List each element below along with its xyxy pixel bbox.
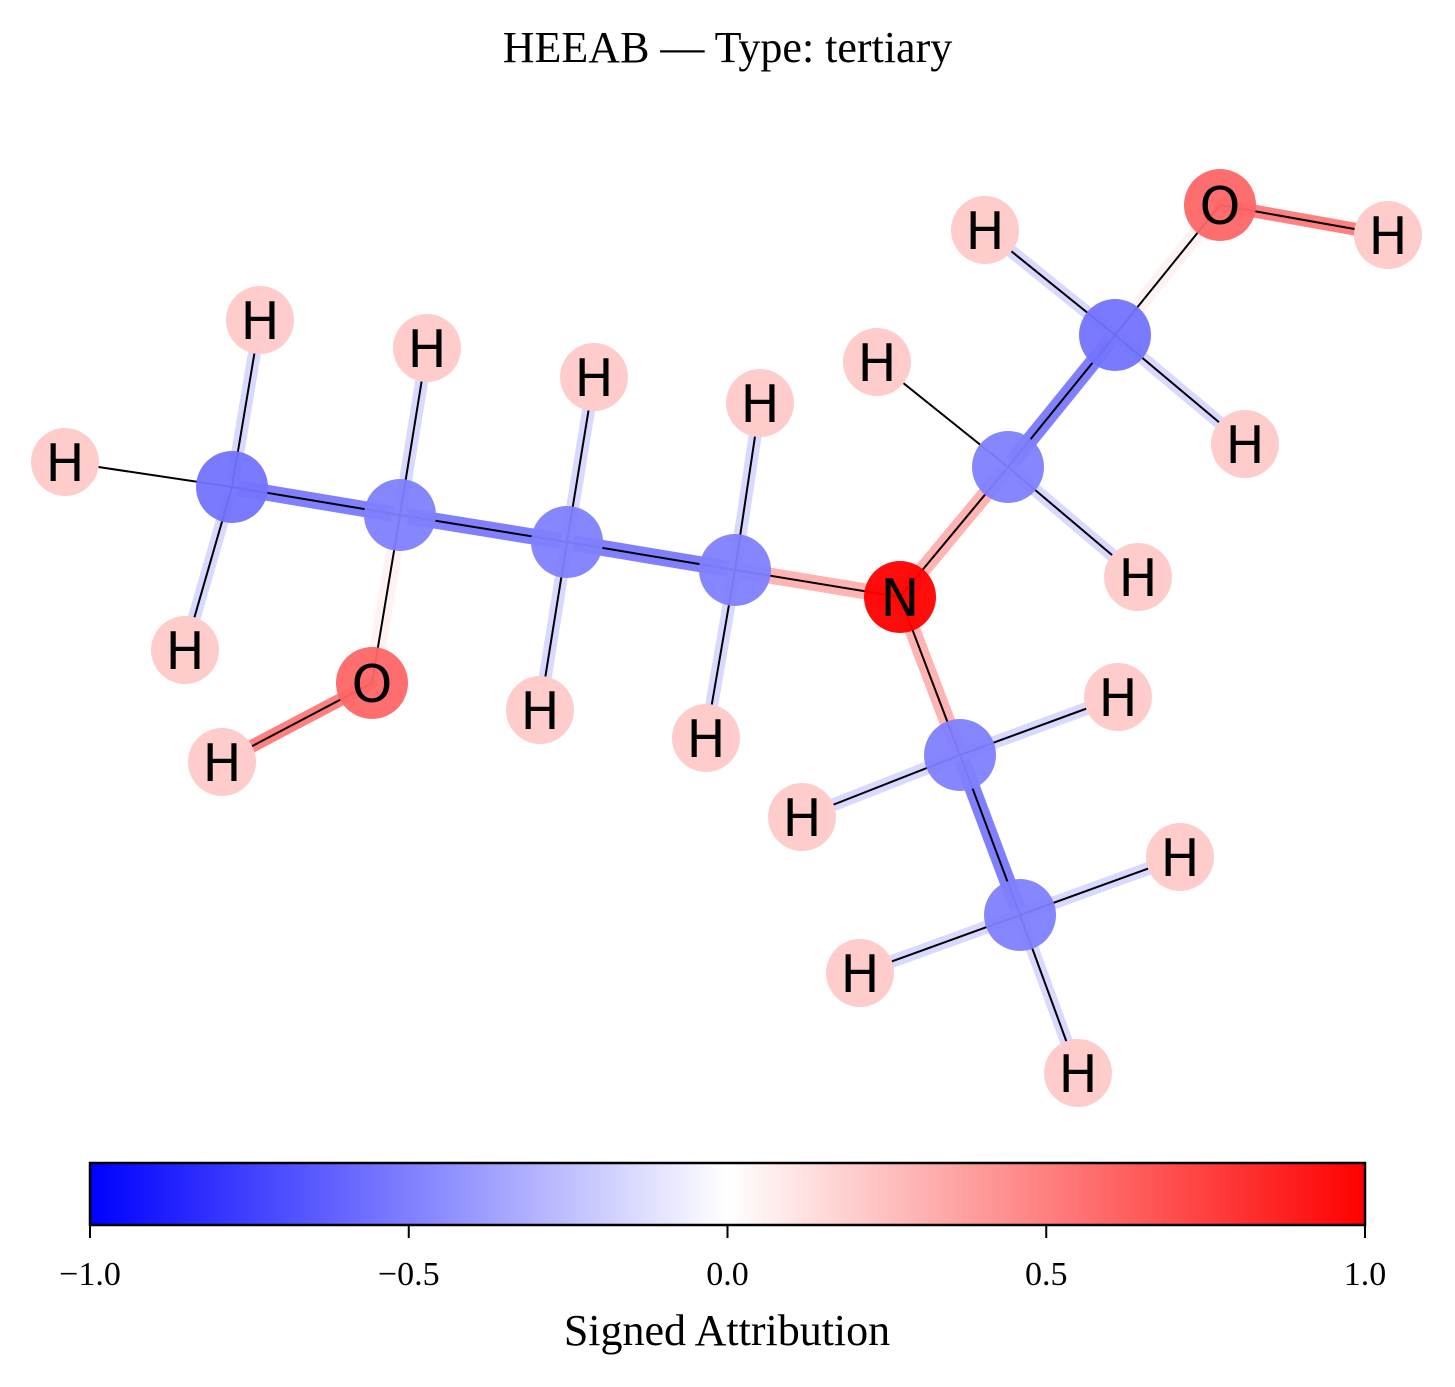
- atom-node-C2: [364, 479, 436, 551]
- atom-node-H15: [1084, 663, 1152, 731]
- atom-label-O1: O: [1200, 177, 1241, 237]
- atom-C5: [972, 431, 1044, 503]
- atom-node-H17: [1146, 823, 1214, 891]
- atom-H17: H: [1146, 823, 1214, 891]
- atom-H18: H: [826, 939, 894, 1007]
- colorbar: −1.0 −0.5 0.0 0.5 1.0 Signed Attribution: [59, 1161, 1386, 1355]
- colorbar-tick-label: −0.5: [378, 1256, 440, 1293]
- atom-C1: [196, 451, 268, 523]
- atom-node-H7: [560, 343, 628, 411]
- atom-node-C3: [531, 506, 603, 578]
- atom-node-O1: [1184, 169, 1256, 241]
- atom-C6: [1079, 299, 1151, 371]
- atom-label-H9: H: [740, 375, 779, 435]
- atom-label-H11: H: [857, 334, 896, 394]
- atom-H2: H: [188, 728, 256, 796]
- atom-H8: H: [506, 676, 574, 744]
- atom-node-C1: [196, 451, 268, 523]
- atom-O2: O: [336, 647, 408, 719]
- atom-label-H5: H: [45, 434, 84, 494]
- atom-label-H3: H: [240, 292, 279, 352]
- atom-label-H15: H: [1098, 669, 1137, 729]
- atom-H6: H: [393, 314, 461, 382]
- atom-node-H16: [768, 783, 836, 851]
- atom-label-N1: N: [881, 569, 920, 629]
- atom-node-C7: [924, 719, 996, 791]
- atom-H16: H: [768, 783, 836, 851]
- atom-label-O2: O: [352, 655, 393, 715]
- atom-C7: [924, 719, 996, 791]
- atom-label-H2: H: [202, 734, 241, 794]
- atom-N1: N: [864, 561, 936, 633]
- atom-node-H3: [226, 286, 294, 354]
- atom-node-H1: [1354, 201, 1422, 269]
- atom-label-H1: H: [1368, 207, 1407, 267]
- atom-H4: H: [151, 616, 219, 684]
- colorbar-tick-label: 1.0: [1344, 1256, 1387, 1293]
- atom-node-H4: [151, 616, 219, 684]
- atom-H10: H: [672, 704, 740, 772]
- atom-node-H5: [31, 428, 99, 496]
- figure-title: HEEAB — Type: tertiary: [502, 23, 953, 72]
- atom-label-H8: H: [520, 682, 559, 742]
- atom-node-H14: [1211, 410, 1279, 478]
- colorbar-gradient: [88, 1161, 1367, 1227]
- atom-label-H10: H: [686, 710, 725, 770]
- atom-node-H18: [826, 939, 894, 1007]
- atom-C3: [531, 506, 603, 578]
- atom-label-H7: H: [574, 349, 613, 409]
- atom-H9: H: [726, 369, 794, 437]
- atom-node-H9: [726, 369, 794, 437]
- atom-node-H12: [1104, 543, 1172, 611]
- atom-node-H6: [393, 314, 461, 382]
- atom-node-H13: [951, 196, 1019, 264]
- atom-node-H8: [506, 676, 574, 744]
- atom-C4: [699, 534, 771, 606]
- atom-label-H17: H: [1160, 829, 1199, 889]
- atom-C8: [984, 879, 1056, 951]
- atom-node-O2: [336, 647, 408, 719]
- colorbar-tick-label: 0.0: [706, 1256, 749, 1293]
- atom-label-H12: H: [1118, 549, 1157, 609]
- atom-H5: H: [31, 428, 99, 496]
- atom-label-H19: H: [1058, 1045, 1097, 1105]
- atom-H19: H: [1044, 1039, 1112, 1107]
- atom-node-C5: [972, 431, 1044, 503]
- atom-node-C4: [699, 534, 771, 606]
- atom-H7: H: [560, 343, 628, 411]
- atom-H14: H: [1211, 410, 1279, 478]
- atom-H3: H: [226, 286, 294, 354]
- atom-label-H16: H: [782, 789, 821, 849]
- colorbar-tick-label: −1.0: [59, 1256, 121, 1293]
- atom-node-H11: [843, 328, 911, 396]
- atom-C2: [364, 479, 436, 551]
- atom-H13: H: [951, 196, 1019, 264]
- atom-H11: H: [843, 328, 911, 396]
- atom-label-H6: H: [407, 320, 446, 380]
- atom-node-H19: [1044, 1039, 1112, 1107]
- atom-node-C6: [1079, 299, 1151, 371]
- atom-node-H10: [672, 704, 740, 772]
- atom-O1: O: [1184, 169, 1256, 241]
- atom-node-H2: [188, 728, 256, 796]
- colorbar-tick-label: 0.5: [1025, 1256, 1068, 1293]
- atom-H15: H: [1084, 663, 1152, 731]
- atom-label-H14: H: [1225, 416, 1264, 476]
- atom-H1: H: [1354, 201, 1422, 269]
- colorbar-label: Signed Attribution: [564, 1306, 890, 1355]
- colorbar-ticks: −1.0 −0.5 0.0 0.5 1.0: [59, 1225, 1386, 1293]
- atom-label-H4: H: [165, 622, 204, 682]
- atom-label-H13: H: [965, 202, 1004, 262]
- atom-H12: H: [1104, 543, 1172, 611]
- atom-label-H18: H: [840, 945, 879, 1005]
- atom-node-N1: [864, 561, 936, 633]
- atom-node-C8: [984, 879, 1056, 951]
